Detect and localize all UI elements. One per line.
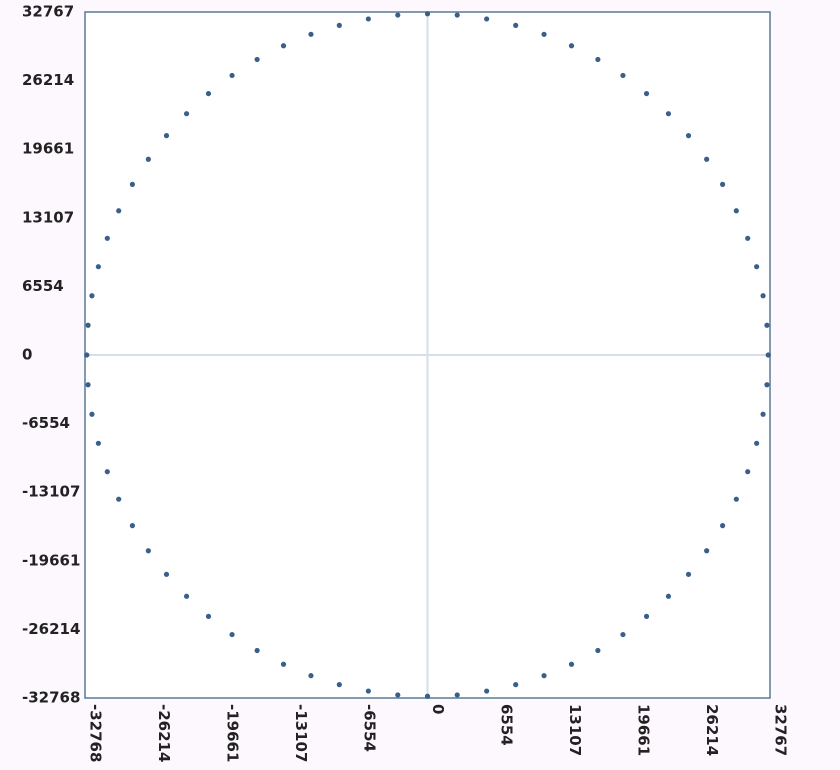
point bbox=[129, 181, 136, 187]
point bbox=[104, 469, 110, 475]
x-tick-label: 6554 bbox=[498, 704, 516, 746]
point bbox=[89, 293, 95, 299]
point bbox=[719, 523, 726, 529]
point bbox=[665, 111, 672, 117]
y-tick-label: 32767 bbox=[22, 3, 74, 21]
y-tick-label: -6554 bbox=[22, 414, 70, 432]
point bbox=[95, 440, 101, 446]
y-tick-label: -32768 bbox=[22, 689, 80, 707]
x-tick-label: -13107 bbox=[292, 704, 310, 762]
x-tick-label: 26214 bbox=[703, 704, 721, 756]
point bbox=[395, 12, 401, 18]
point bbox=[541, 31, 547, 37]
point bbox=[454, 12, 460, 18]
point bbox=[308, 673, 314, 679]
y-tick-label: 19661 bbox=[22, 140, 74, 158]
y-tick-label: 0 bbox=[22, 345, 32, 363]
point bbox=[116, 208, 122, 214]
point bbox=[760, 293, 766, 299]
point bbox=[764, 382, 770, 388]
x-tick-label: -19661 bbox=[224, 704, 242, 762]
x-tick-label: 32767 bbox=[772, 704, 790, 756]
point bbox=[163, 133, 170, 139]
point bbox=[685, 133, 692, 139]
point bbox=[308, 31, 314, 37]
point bbox=[85, 322, 91, 328]
y-tick-label: -19661 bbox=[22, 551, 80, 569]
point bbox=[745, 235, 751, 241]
point bbox=[760, 411, 766, 417]
point bbox=[685, 571, 692, 577]
point bbox=[229, 72, 235, 79]
point bbox=[365, 688, 371, 694]
point bbox=[595, 647, 601, 654]
point bbox=[764, 322, 770, 328]
point bbox=[595, 56, 601, 63]
point bbox=[116, 496, 122, 502]
point bbox=[704, 548, 710, 554]
point bbox=[254, 56, 260, 63]
point bbox=[365, 16, 371, 22]
y-tick-label: -26214 bbox=[22, 620, 80, 638]
x-tick-label: 19661 bbox=[635, 704, 653, 756]
point bbox=[280, 661, 287, 667]
point bbox=[454, 692, 460, 698]
y-tick-label: -13107 bbox=[22, 483, 80, 501]
x-tick-label: -32768 bbox=[87, 704, 105, 762]
point bbox=[733, 496, 739, 502]
point bbox=[229, 631, 235, 638]
point bbox=[541, 673, 547, 679]
point bbox=[254, 647, 260, 654]
point bbox=[280, 43, 287, 49]
point bbox=[84, 352, 90, 358]
point bbox=[129, 523, 136, 529]
point bbox=[424, 11, 431, 17]
point bbox=[95, 264, 101, 270]
point bbox=[205, 613, 212, 619]
point bbox=[89, 411, 95, 417]
point bbox=[754, 440, 760, 446]
point bbox=[145, 156, 151, 162]
x-tick-label: 0 bbox=[429, 704, 447, 714]
point bbox=[665, 593, 672, 599]
point bbox=[183, 593, 190, 599]
point bbox=[484, 688, 490, 694]
point bbox=[643, 90, 650, 97]
point bbox=[733, 208, 739, 214]
point bbox=[719, 181, 726, 187]
point bbox=[163, 571, 170, 577]
point bbox=[145, 548, 151, 554]
y-tick-label: 13107 bbox=[22, 208, 74, 226]
point bbox=[183, 111, 190, 117]
point bbox=[205, 90, 212, 97]
point bbox=[643, 613, 650, 619]
point bbox=[568, 661, 575, 667]
point bbox=[513, 22, 519, 28]
point bbox=[336, 682, 342, 688]
point bbox=[104, 235, 110, 241]
point bbox=[85, 382, 91, 388]
point bbox=[568, 43, 575, 49]
x-tick-label: 13107 bbox=[566, 704, 584, 756]
point bbox=[704, 156, 710, 162]
point bbox=[395, 692, 401, 698]
point bbox=[484, 16, 490, 22]
point bbox=[765, 352, 771, 358]
y-tick-label: 6554 bbox=[22, 277, 64, 295]
x-tick-label: -26214 bbox=[155, 704, 173, 762]
point bbox=[745, 469, 751, 475]
point bbox=[754, 264, 760, 270]
y-tick-label: 26214 bbox=[22, 71, 74, 89]
point bbox=[513, 682, 519, 688]
x-tick-label: -6554 bbox=[361, 704, 379, 752]
point bbox=[424, 693, 431, 699]
point bbox=[620, 72, 626, 79]
point bbox=[620, 631, 626, 638]
point bbox=[336, 22, 342, 28]
